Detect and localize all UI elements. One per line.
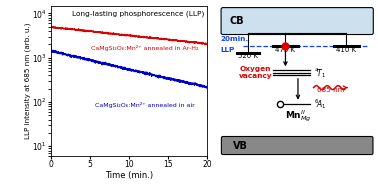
Text: Long-lasting phosphorescence (LLP): Long-lasting phosphorescence (LLP) [72,10,204,17]
FancyBboxPatch shape [221,8,373,35]
Text: 685 nm: 685 nm [317,87,345,93]
Text: VB: VB [233,140,248,151]
FancyBboxPatch shape [222,136,373,155]
Text: LLP: LLP [221,47,235,53]
Text: CaMgSi₂O₆:Mn²⁺ annealed in air: CaMgSi₂O₆:Mn²⁺ annealed in air [95,102,195,108]
Text: CaMgSi₂O₆:Mn²⁺ annealed in Ar-H₂: CaMgSi₂O₆:Mn²⁺ annealed in Ar-H₂ [91,45,198,51]
Text: $^4\!T_1$: $^4\!T_1$ [314,66,325,80]
X-axis label: Time (min.): Time (min.) [105,171,153,180]
Text: Mn$^{II}_{Mg}$: Mn$^{II}_{Mg}$ [285,108,311,124]
Text: CB: CB [230,16,244,26]
Text: Oxygen
vacancy: Oxygen vacancy [239,66,273,79]
Text: 520 K: 520 K [238,53,258,59]
Text: 20min.: 20min. [221,36,249,42]
Text: 475 K: 475 K [276,47,296,53]
Text: 410 K: 410 K [336,47,356,53]
Y-axis label: LLP intensity at 685 nm (arb. u.): LLP intensity at 685 nm (arb. u.) [24,23,31,139]
Text: $^6\!A_1$: $^6\!A_1$ [314,97,326,111]
